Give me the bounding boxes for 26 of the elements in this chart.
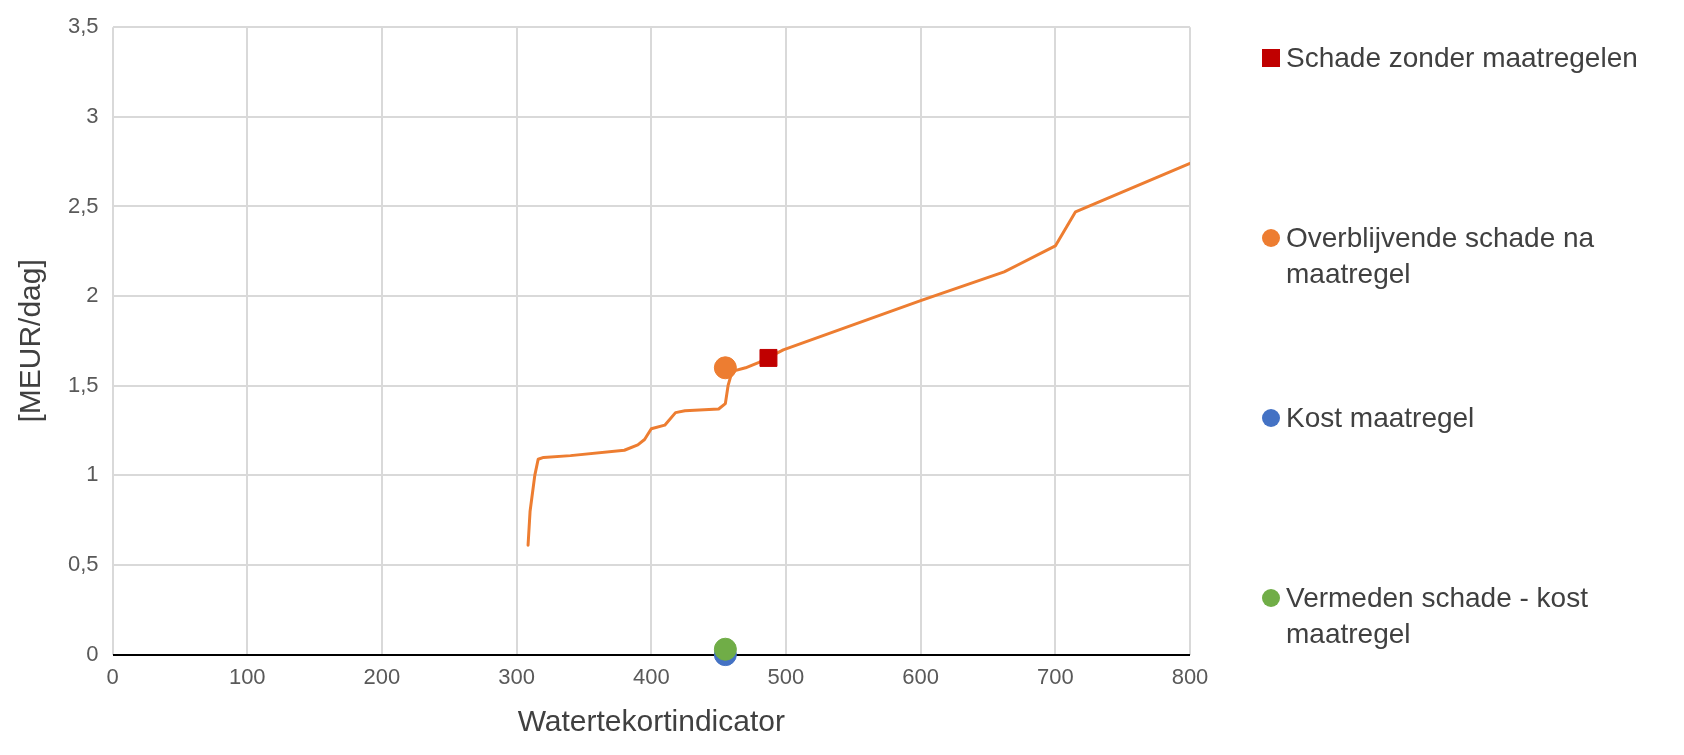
y-tick-label: 2,5 bbox=[67, 192, 99, 218]
x-tick-label: 100 bbox=[228, 663, 266, 689]
x-tick-label: 600 bbox=[902, 663, 940, 689]
x-tick-label: 200 bbox=[363, 663, 401, 689]
point bbox=[713, 356, 737, 380]
legend-label: Overblijvende schade na maatregel bbox=[1286, 221, 1596, 291]
y-tick-label: 0 bbox=[86, 640, 99, 666]
x-tick-label: 400 bbox=[632, 663, 670, 689]
y-tick-label: 3 bbox=[86, 102, 99, 128]
x-tick-label: 500 bbox=[767, 663, 805, 689]
legend-label: Kost maatregel bbox=[1286, 401, 1475, 435]
y-tick-label: 3,5 bbox=[67, 13, 99, 39]
y-tick-label: 1 bbox=[86, 461, 99, 487]
point bbox=[759, 348, 778, 367]
x-tick-label: 800 bbox=[1171, 663, 1209, 689]
legend-label: Schade zonder maatregelen bbox=[1286, 41, 1638, 75]
x-axis-title: Watertekortindicator bbox=[517, 704, 785, 738]
x-tick-label: 0 bbox=[106, 663, 119, 689]
y-tick-label: 1,5 bbox=[67, 371, 99, 397]
point bbox=[713, 637, 737, 661]
x-tick-label: 700 bbox=[1036, 663, 1074, 689]
legend-label: Vermeden schade - kost maatregel bbox=[1286, 581, 1589, 651]
y-tick-label: 2 bbox=[86, 282, 99, 308]
y-axis-title: [MEUR/dag] bbox=[13, 259, 47, 423]
x-tick-label: 300 bbox=[498, 663, 535, 689]
y-tick-label: 0,5 bbox=[67, 551, 99, 577]
